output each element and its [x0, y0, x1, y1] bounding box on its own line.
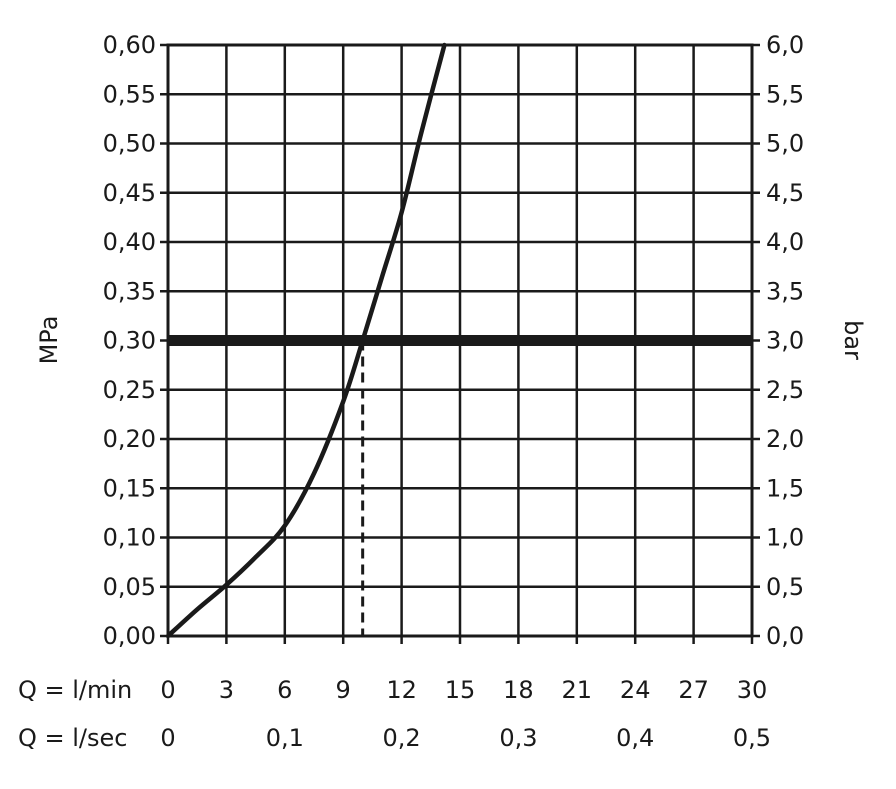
- curve-layer: [165, 42, 447, 639]
- right-tick-labels: 0,0 0,5 1,0 1,5 2,0 2,5 3,0 3,5 4,0 4,5 5,0 5,5 6,0: [766, 31, 804, 650]
- lpm-tick-label: 3: [219, 676, 234, 704]
- lpm-row-label: Q = l/min: [18, 676, 132, 704]
- right-tick-label: 1,5: [766, 474, 804, 502]
- right-tick-label: 4,5: [766, 179, 804, 207]
- right-tick-label: 0,5: [766, 573, 804, 601]
- lpm-tick-label: 6: [277, 676, 292, 704]
- lps-row-label: Q = l/sec: [18, 724, 127, 752]
- right-tick-label: 3,0: [766, 327, 804, 355]
- left-axis-title: MPa: [35, 316, 63, 365]
- left-tick-label: 0,50: [103, 130, 156, 158]
- lpm-tick-label: 18: [503, 676, 534, 704]
- left-tick-label: 0,00: [103, 622, 156, 650]
- lpm-tick-label: 24: [620, 676, 651, 704]
- right-tick-label: 1,0: [766, 524, 804, 552]
- left-tick-label: 0,15: [103, 474, 156, 502]
- pressure-flow-curve: [165, 42, 447, 639]
- right-tick-label: 6,0: [766, 31, 804, 59]
- right-tick-label: 2,5: [766, 376, 804, 404]
- lpm-tick-label: 9: [336, 676, 351, 704]
- left-tick-label: 0,30: [103, 327, 156, 355]
- lpm-tick-label: 21: [562, 676, 593, 704]
- right-tick-label: 5,5: [766, 80, 804, 108]
- left-tick-label: 0,40: [103, 228, 156, 256]
- lpm-tick-label: 27: [678, 676, 709, 704]
- lps-tick-label: 0,2: [383, 724, 421, 752]
- right-tick-label: 4,0: [766, 228, 804, 256]
- lpm-tick-label: 30: [737, 676, 768, 704]
- left-tick-label: 0,05: [103, 573, 156, 601]
- left-tick-label: 0,35: [103, 277, 156, 305]
- reference-layer: [168, 335, 752, 636]
- lpm-tick-label: 15: [445, 676, 476, 704]
- right-tick-label: 3,5: [766, 277, 804, 305]
- lpm-tick-label: 0: [160, 676, 175, 704]
- plot-frame: [166, 43, 754, 638]
- lpm-tick-labels: 0 3 6 9 12 15 18 21 24 27 30: [160, 676, 767, 704]
- left-tick-label: 0,10: [103, 524, 156, 552]
- right-axis-title: bar: [839, 320, 867, 360]
- lps-tick-label: 0,5: [733, 724, 771, 752]
- left-tick-label: 0,25: [103, 376, 156, 404]
- right-tick-label: 5,0: [766, 130, 804, 158]
- right-tick-label: 2,0: [766, 425, 804, 453]
- lps-tick-label: 0,3: [499, 724, 537, 752]
- lps-tick-label: 0,4: [616, 724, 654, 752]
- left-tick-labels: 0,00 0,05 0,10 0,15 0,20 0,25 0,30 0,35 0,40 0,45…: [103, 31, 156, 650]
- lps-tick-labels: 0 0,1 0,2 0,3 0,4 0,5: [160, 724, 771, 752]
- left-tick-label: 0,55: [103, 80, 156, 108]
- lps-tick-label: 0: [160, 724, 175, 752]
- left-tick-label: 0,60: [103, 31, 156, 59]
- left-tick-label: 0,45: [103, 179, 156, 207]
- lps-tick-label: 0,1: [266, 724, 304, 752]
- left-tick-label: 0,20: [103, 425, 156, 453]
- lpm-tick-label: 12: [386, 676, 417, 704]
- right-tick-label: 0,0: [766, 622, 804, 650]
